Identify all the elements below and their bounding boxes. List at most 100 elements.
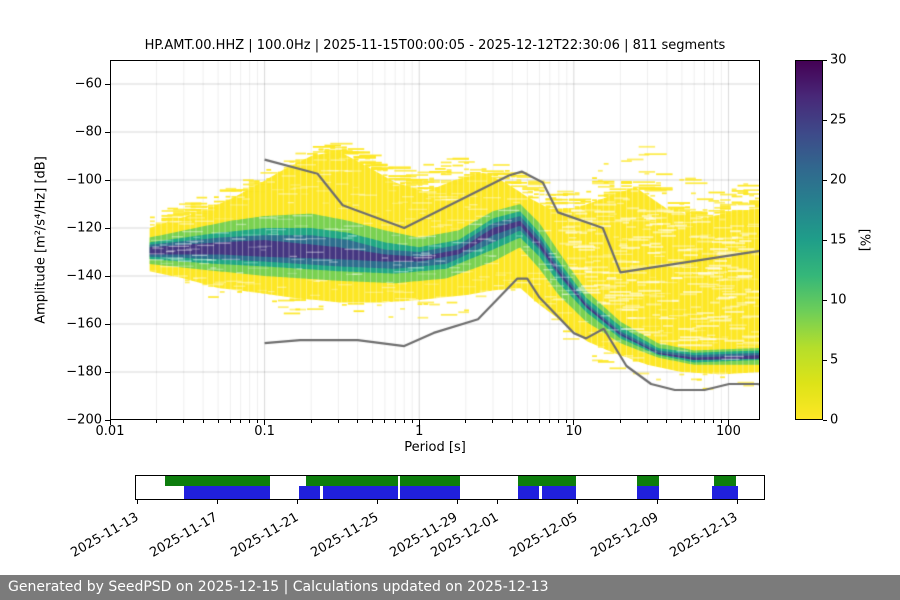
colorbar-tick-mark bbox=[823, 359, 827, 361]
x-minor-tick-mark bbox=[240, 420, 242, 423]
y-tick-mark bbox=[105, 131, 110, 133]
x-tick-mark bbox=[573, 420, 575, 425]
colorbar-tick-mark bbox=[823, 179, 827, 181]
y-tick-mark bbox=[105, 371, 110, 373]
coverage-segment-blue bbox=[541, 486, 577, 499]
x-tick-mark bbox=[418, 420, 420, 425]
x-tick-label: 0.01 bbox=[95, 424, 125, 439]
x-minor-tick-mark bbox=[526, 420, 528, 423]
timeline-tick-mark bbox=[497, 500, 499, 504]
colorbar-tick-mark bbox=[823, 119, 827, 121]
timeline-tick-mark bbox=[736, 500, 738, 504]
y-tick-mark bbox=[105, 419, 110, 421]
coverage-segment-blue bbox=[323, 486, 398, 499]
colorbar-label: [%] bbox=[856, 228, 872, 252]
y-tick-label: −140 bbox=[66, 268, 102, 284]
x-minor-tick-mark bbox=[647, 420, 649, 423]
x-minor-tick-mark bbox=[183, 420, 185, 423]
x-minor-tick-mark bbox=[202, 420, 204, 423]
colorbar bbox=[795, 60, 823, 420]
x-minor-tick-mark bbox=[411, 420, 413, 423]
colorbar-tick-mark bbox=[823, 239, 827, 241]
y-tick-label: −180 bbox=[66, 364, 102, 380]
coverage-segment-blue bbox=[399, 486, 461, 499]
x-tick-label: 1 bbox=[415, 424, 424, 439]
timeline-tick-mark bbox=[576, 500, 578, 504]
colorbar-tick-label: 30 bbox=[830, 52, 847, 68]
x-minor-tick-mark bbox=[229, 420, 231, 423]
y-tick-mark bbox=[105, 179, 110, 181]
x-minor-tick-mark bbox=[465, 420, 467, 423]
x-tick-label: 0.1 bbox=[254, 424, 275, 439]
colorbar-tick-label: 10 bbox=[830, 292, 847, 308]
x-minor-tick-mark bbox=[403, 420, 405, 423]
y-tick-label: −80 bbox=[74, 124, 102, 140]
coverage-segment-blue bbox=[183, 486, 270, 499]
x-minor-tick-mark bbox=[681, 420, 683, 423]
timeline-date-label: 2025-12-05 bbox=[507, 510, 581, 561]
x-minor-tick-mark bbox=[712, 420, 714, 423]
timeline-date-label: 2025-12-13 bbox=[667, 510, 741, 561]
coverage-segment-green bbox=[164, 476, 270, 486]
footer-bar: Generated by SeedPSD on 2025-12-15 | Cal… bbox=[0, 575, 900, 600]
colorbar-tick-label: 5 bbox=[830, 352, 839, 368]
y-tick-label: −120 bbox=[66, 220, 102, 236]
coverage-segment-blue bbox=[711, 486, 738, 499]
timeline-tick-mark bbox=[377, 500, 379, 504]
coverage-segment-blue bbox=[637, 486, 660, 499]
x-tick-mark bbox=[109, 420, 111, 425]
coverage-segment-green bbox=[399, 476, 461, 486]
x-minor-tick-mark bbox=[619, 420, 621, 423]
ppsd-histogram-plot bbox=[110, 60, 760, 420]
colorbar-tick-label: 15 bbox=[830, 232, 847, 248]
colorbar-tick-label: 25 bbox=[830, 112, 847, 128]
timeline-tick-mark bbox=[137, 500, 139, 504]
timeline-tick-mark bbox=[456, 500, 458, 504]
colorbar-tick-label: 20 bbox=[830, 172, 847, 188]
x-minor-tick-mark bbox=[310, 420, 312, 423]
x-minor-tick-mark bbox=[693, 420, 695, 423]
x-tick-mark bbox=[264, 420, 266, 425]
x-minor-tick-mark bbox=[372, 420, 374, 423]
x-minor-tick-mark bbox=[394, 420, 396, 423]
coverage-segment-green bbox=[517, 476, 577, 486]
timeline-date-label: 2025-11-17 bbox=[147, 510, 221, 561]
colorbar-tick-mark bbox=[823, 299, 827, 301]
x-minor-tick-mark bbox=[249, 420, 251, 423]
coverage-segment-blue bbox=[517, 486, 540, 499]
y-tick-label: −100 bbox=[66, 172, 102, 188]
plot-title: HP.AMT.00.HHZ | 100.0Hz | 2025-11-15T00:… bbox=[144, 38, 726, 53]
x-minor-tick-mark bbox=[217, 420, 219, 423]
x-tick-mark bbox=[727, 420, 729, 425]
timeline-tick-mark bbox=[297, 500, 299, 504]
x-minor-tick-mark bbox=[539, 420, 541, 423]
x-minor-tick-mark bbox=[549, 420, 551, 423]
x-minor-tick-mark bbox=[357, 420, 359, 423]
coverage-segment-blue bbox=[299, 486, 320, 499]
x-minor-tick-mark bbox=[703, 420, 705, 423]
coverage-timeline bbox=[135, 475, 765, 500]
y-axis-label: Amplitude [m²/s⁴/Hz] [dB] bbox=[33, 156, 49, 324]
x-minor-tick-mark bbox=[720, 420, 722, 423]
y-tick-mark bbox=[105, 275, 110, 277]
x-minor-tick-mark bbox=[492, 420, 494, 423]
x-tick-label: 100 bbox=[716, 424, 741, 439]
coverage-segment-green bbox=[306, 476, 398, 486]
x-minor-tick-mark bbox=[257, 420, 259, 423]
y-tick-mark bbox=[105, 323, 110, 325]
x-minor-tick-mark bbox=[666, 420, 668, 423]
colorbar-tick-label: 0 bbox=[830, 412, 839, 428]
y-tick-label: −60 bbox=[74, 76, 102, 92]
timeline-tick-mark bbox=[657, 500, 659, 504]
timeline-date-label: 2025-11-25 bbox=[307, 510, 381, 561]
timeline-date-label: 2025-11-13 bbox=[68, 510, 141, 561]
timeline-date-label: 2025-12-09 bbox=[588, 510, 661, 561]
y-tick-mark bbox=[105, 227, 110, 229]
x-minor-tick-mark bbox=[384, 420, 386, 423]
colorbar-tick-mark bbox=[823, 419, 827, 421]
coverage-segment-green bbox=[713, 476, 736, 486]
x-minor-tick-mark bbox=[337, 420, 339, 423]
x-minor-tick-mark bbox=[511, 420, 513, 423]
x-minor-tick-mark bbox=[156, 420, 158, 423]
